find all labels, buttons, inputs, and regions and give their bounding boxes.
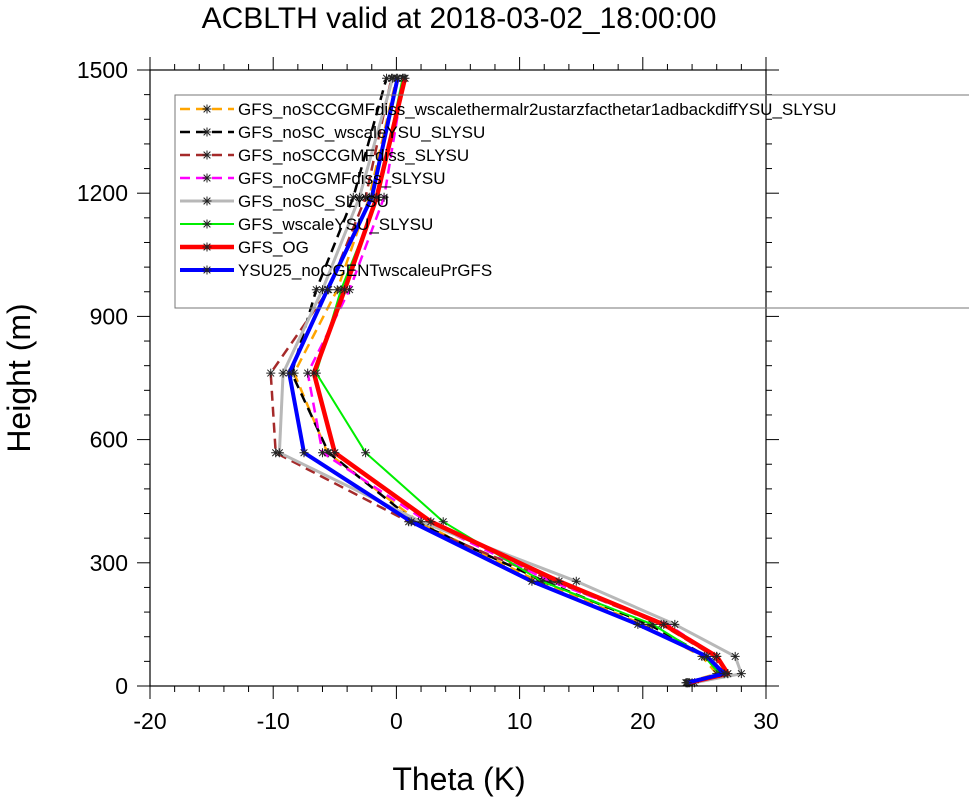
series-4-point-1: [736, 669, 746, 679]
series-3-point-8: [345, 285, 355, 295]
series-6-point-5: [426, 517, 436, 527]
series-6-point-10: [400, 73, 410, 83]
y-tick-label-3: 900: [90, 303, 128, 329]
series-7-point-6: [299, 448, 309, 458]
series-7-point-5: [406, 517, 416, 527]
legend: GFS_noSCCGMFdiss_wscalethermalr2ustarzfa…: [174, 94, 969, 309]
legend-marker-2: [202, 150, 212, 160]
series-3-point-6: [317, 448, 327, 458]
legend-label-6: GFS_OG: [238, 238, 309, 257]
x-tick-label-2: 0: [390, 708, 403, 734]
legend-marker-1: [202, 127, 212, 137]
legend-box: [174, 94, 969, 309]
series-2-point-9: [361, 192, 371, 202]
series-7-point-4: [527, 576, 537, 586]
x-tick-label-3: 10: [507, 708, 533, 734]
y-tick-label-0: 0: [115, 673, 128, 699]
plot-frame: [149, 69, 767, 687]
series-2-point-7: [266, 368, 276, 378]
legend-label-7: YSU25_noCGENTwscaleuPrGFS: [238, 261, 492, 280]
x-tick-label-4: 20: [630, 708, 656, 734]
series-6-point-2: [712, 651, 722, 661]
legend-label-3: GFS_noCGMFdiss_SLYSU: [238, 169, 446, 188]
series-7-point-10: [393, 73, 403, 83]
series-4-point-9: [354, 192, 364, 202]
chart-title: ACBLTH valid at 2018-03-02_18:00:00: [202, 2, 717, 35]
x-tick-label-0: -20: [133, 708, 166, 734]
series-6-point-8: [340, 285, 350, 295]
series-5-point-4: [537, 576, 547, 586]
series-1-point-9: [348, 192, 358, 202]
series-1-point-10: [382, 73, 392, 83]
series-7-point-3: [633, 619, 643, 629]
x-tick-label-1: -10: [257, 708, 290, 734]
series-4-point-6: [274, 448, 284, 458]
series-6-point-7: [309, 368, 319, 378]
series-4-point-3: [670, 619, 680, 629]
series-6-point-6: [330, 448, 340, 458]
series-4-point-5: [416, 517, 426, 527]
series-7-point-0: [682, 678, 692, 688]
series-4-point-4: [571, 576, 581, 586]
x-axis-label: Theta (K): [392, 761, 525, 797]
legend-marker-0: [202, 104, 212, 114]
series-5-point-6: [361, 448, 371, 458]
series-6-point-9: [372, 192, 382, 202]
legend-label-1: GFS_noSC_wscaleYSU_SLYSU: [238, 123, 485, 142]
x-tick-label-5: 30: [753, 708, 779, 734]
series-4-point-7: [278, 368, 288, 378]
series-5-point-5: [438, 517, 448, 527]
y-tick-label-1: 300: [90, 550, 128, 576]
series-4-point-2: [730, 651, 740, 661]
series-1-point-8: [311, 285, 321, 295]
series-6-point-3: [659, 619, 669, 629]
series-3-point-9: [379, 192, 389, 202]
plot-area: [266, 73, 746, 688]
series-7-point-1: [719, 669, 729, 679]
series-7-point-9: [367, 192, 377, 202]
y-tick-label-5: 1500: [77, 57, 128, 83]
legend-label-5: GFS_wscaleYSU_SLYSU: [238, 215, 433, 234]
legend-marker-7: [202, 265, 212, 275]
y-axis-label: Height (m): [1, 303, 37, 452]
y-tick-label-4: 1200: [77, 180, 128, 206]
legend-marker-3: [202, 173, 212, 183]
series-4-point-10: [388, 73, 398, 83]
y-tick-label-2: 600: [90, 427, 128, 453]
series-0-point-3: [638, 619, 648, 629]
series-7-point-7: [284, 368, 294, 378]
series-4-point-8: [317, 285, 327, 295]
legend-marker-4: [202, 196, 212, 206]
legend-label-2: GFS_noSCCGMFdiss_SLYSU: [238, 146, 469, 165]
series-3-point-4: [545, 576, 555, 586]
legend-label-4: GFS_noSC_SLYSU: [238, 192, 389, 211]
series-7-point-8: [322, 285, 332, 295]
series-7-point-2: [702, 651, 712, 661]
legend-marker-6: [202, 242, 212, 252]
series-6-point-4: [554, 576, 564, 586]
series-3-point-7: [303, 368, 313, 378]
legend-label-0: GFS_noSCCGMFdiss_wscalethermalr2ustarzfa…: [238, 100, 836, 119]
series-1-point-6: [324, 448, 334, 458]
series-5-point-3: [648, 619, 658, 629]
legend-marker-5: [202, 219, 212, 229]
